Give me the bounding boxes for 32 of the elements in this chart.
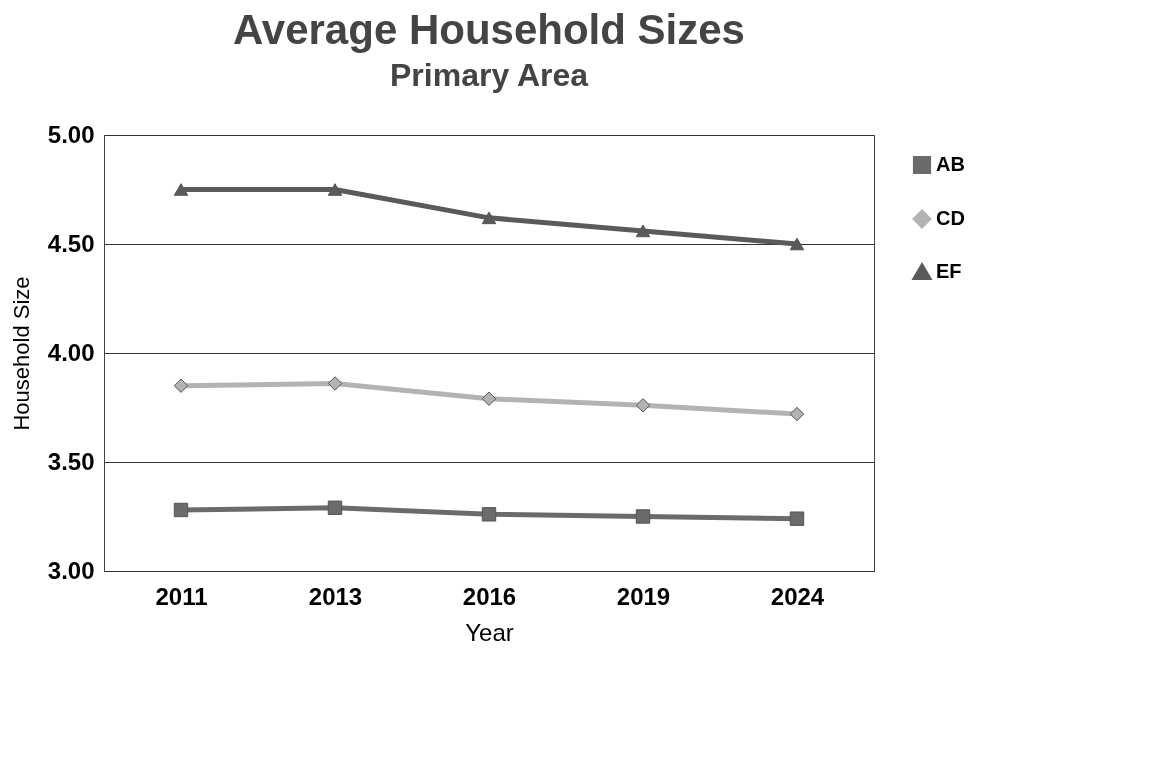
point (789, 406, 805, 422)
point (173, 183, 189, 196)
y-tick-label: 3.00 (47, 556, 95, 584)
x-tick-label: 2016 (462, 582, 517, 610)
y-tick-label: 4.00 (47, 338, 95, 366)
point (635, 509, 651, 524)
y-tick-label: 3.50 (47, 447, 95, 475)
legend-label: CD (936, 207, 965, 229)
x-tick-label: 2019 (616, 582, 671, 610)
chart-subtitle: Primary Area (389, 57, 589, 93)
chart-title: Average Household Sizes (233, 6, 745, 53)
y-axis-title: Household Size (8, 276, 34, 431)
x-tick-label: 2024 (770, 582, 825, 610)
point (789, 237, 805, 251)
point (327, 376, 343, 391)
point (481, 391, 497, 406)
point (481, 507, 497, 522)
y-tick-label: 5.00 (47, 120, 95, 148)
point (173, 502, 189, 518)
point (635, 398, 651, 413)
x-axis-title: Year (465, 618, 514, 646)
legend-label: EF (936, 260, 962, 282)
point (173, 378, 189, 393)
point (327, 183, 343, 196)
y-tick-label: 4.50 (47, 229, 95, 257)
x-tick-label: 2011 (155, 582, 208, 610)
point (481, 211, 497, 225)
legend-label: AB (936, 153, 965, 175)
point (635, 224, 651, 238)
x-tick-label: 2013 (308, 582, 363, 610)
point (327, 500, 343, 515)
point (789, 511, 805, 526)
